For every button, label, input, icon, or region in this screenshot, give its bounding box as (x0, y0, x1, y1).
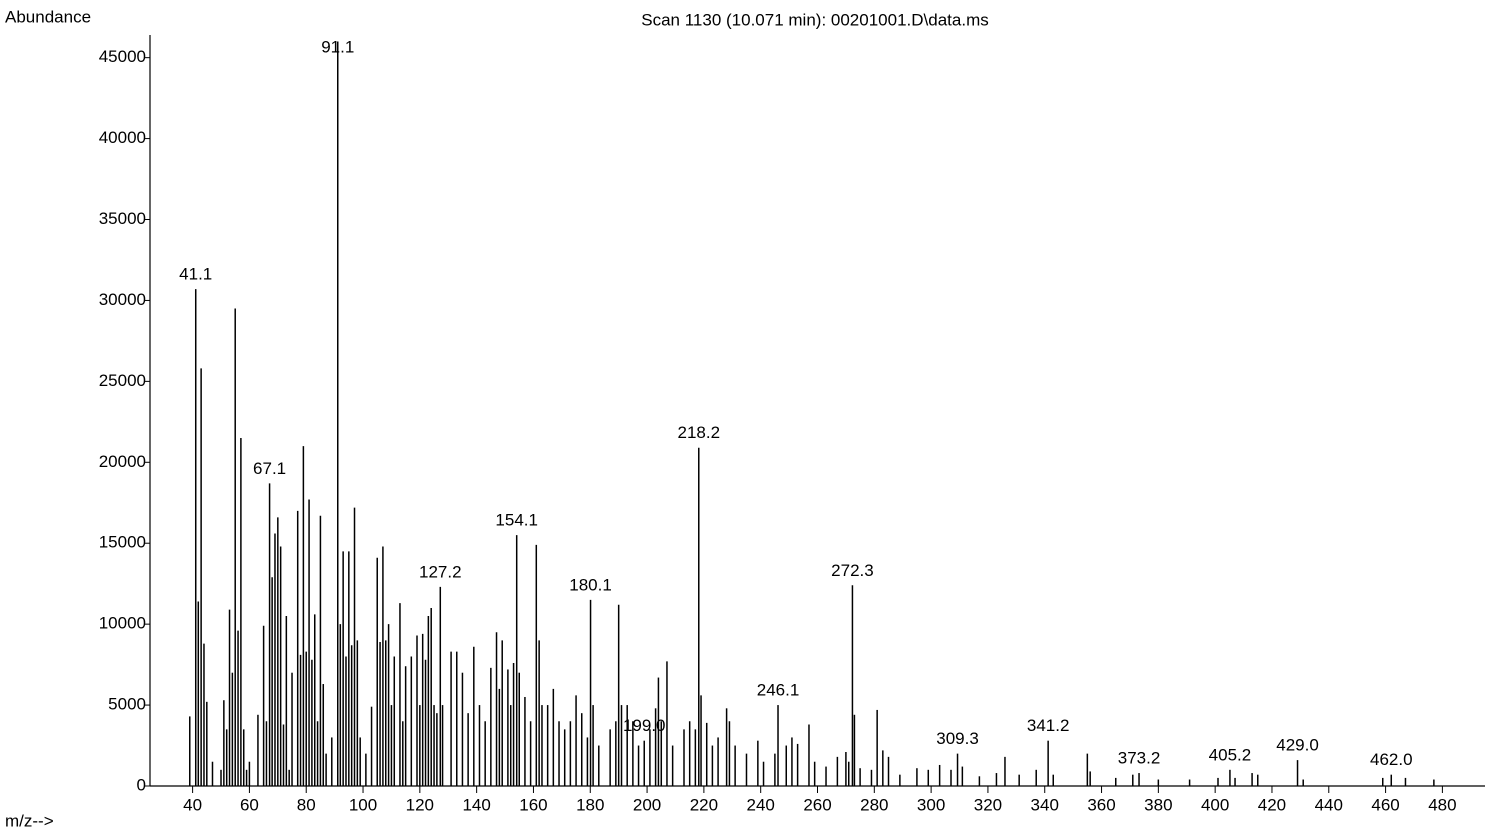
x-tick-label: 160 (519, 795, 547, 814)
y-tick-label: 10000 (99, 614, 146, 633)
y-tick-label: 40000 (99, 128, 146, 147)
x-tick-label: 240 (747, 795, 775, 814)
x-tick-label: 120 (406, 795, 434, 814)
peak-label: 309.3 (936, 729, 979, 748)
x-tick-label: 60 (240, 795, 259, 814)
x-tick-label: 420 (1258, 795, 1286, 814)
peak-label: 429.0 (1276, 736, 1319, 755)
x-tick-label: 280 (860, 795, 888, 814)
peak-label: 127.2 (419, 562, 462, 581)
peak-label: 154.1 (495, 511, 538, 530)
peak-label: 246.1 (757, 681, 800, 700)
peak-label: 180.1 (569, 575, 612, 594)
x-tick-label: 260 (803, 795, 831, 814)
x-tick-label: 40 (183, 795, 202, 814)
x-tick-label: 360 (1087, 795, 1115, 814)
x-tick-label: 200 (633, 795, 661, 814)
x-tick-label: 340 (1031, 795, 1059, 814)
x-tick-label: 440 (1315, 795, 1343, 814)
x-tick-label: 80 (297, 795, 316, 814)
y-tick-label: 25000 (99, 371, 146, 390)
peak-label: 272.3 (831, 561, 874, 580)
y-axis-label: Abundance (5, 7, 91, 26)
x-tick-label: 300 (917, 795, 945, 814)
x-tick-label: 460 (1371, 795, 1399, 814)
peak-label: 405.2 (1209, 745, 1252, 764)
x-tick-label: 380 (1144, 795, 1172, 814)
peak-label: 91.1 (321, 37, 354, 56)
peak-label: 373.2 (1118, 749, 1161, 768)
peak-label: 462.0 (1370, 750, 1413, 769)
x-tick-label: 480 (1428, 795, 1456, 814)
y-tick-label: 30000 (99, 290, 146, 309)
peak-label: 341.2 (1027, 716, 1070, 735)
y-tick-label: 35000 (99, 209, 146, 228)
x-tick-label: 140 (462, 795, 490, 814)
peak-label: 41.1 (179, 265, 212, 284)
y-tick-label: 0 (137, 775, 146, 794)
x-tick-label: 320 (974, 795, 1002, 814)
peak-label: 67.1 (253, 459, 286, 478)
y-tick-label: 45000 (99, 47, 146, 66)
y-tick-label: 20000 (99, 452, 146, 471)
peak-label: 218.2 (677, 423, 720, 442)
x-tick-label: 220 (690, 795, 718, 814)
y-tick-label: 5000 (108, 695, 146, 714)
x-tick-label: 100 (349, 795, 377, 814)
chart-title: Scan 1130 (10.071 min): 00201001.D\data.… (641, 10, 988, 29)
x-tick-label: 400 (1201, 795, 1229, 814)
x-tick-label: 180 (576, 795, 604, 814)
y-tick-label: 15000 (99, 533, 146, 552)
x-axis-label: m/z--> (5, 811, 54, 830)
